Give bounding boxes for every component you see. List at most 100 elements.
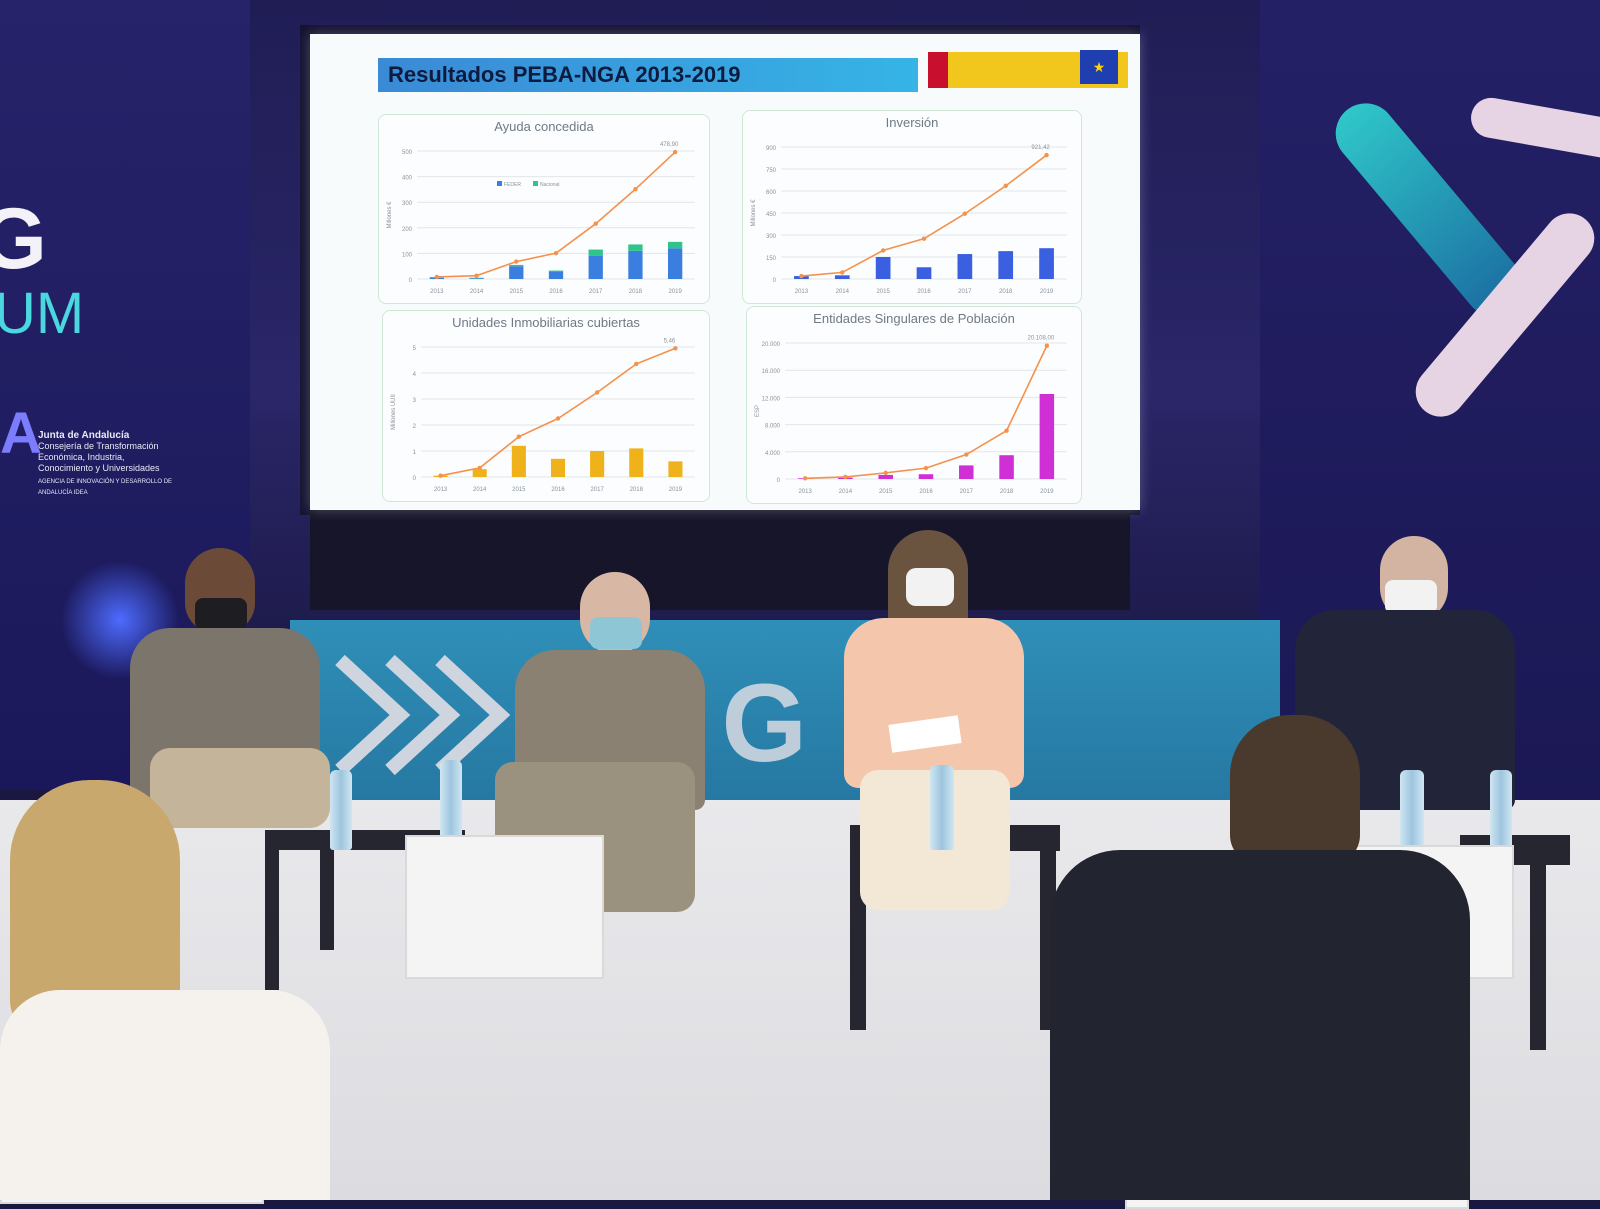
x-tick-label: 2019	[668, 289, 682, 295]
cumulative-point	[840, 270, 845, 275]
water-bottle	[930, 765, 954, 850]
bar	[916, 267, 932, 279]
y-axis-label: ESP	[755, 405, 761, 417]
cumulative-point	[634, 361, 639, 367]
cumulative-point	[964, 452, 969, 457]
y-tick-label: 2	[413, 424, 417, 430]
cumulative-point	[514, 259, 519, 264]
bar	[957, 254, 973, 279]
x-tick-label: 2018	[1000, 489, 1014, 495]
led-screen-base	[310, 510, 1130, 610]
x-tick-label: 2019	[1040, 289, 1054, 295]
cumulative-total-label: 921,42	[1031, 145, 1050, 151]
face-mask	[906, 568, 954, 606]
chart-title: Ayuda concedida	[494, 119, 594, 134]
face-mask	[195, 598, 247, 630]
bar	[548, 271, 564, 279]
x-tick-label: 2013	[430, 289, 444, 295]
x-tick-label: 2018	[630, 487, 644, 493]
bar	[588, 255, 603, 279]
cumulative-total-label: 20.108,00	[1028, 336, 1055, 342]
bar	[834, 275, 850, 279]
bar	[472, 469, 487, 477]
y-tick-label: 400	[402, 176, 413, 182]
legend-swatch	[533, 181, 538, 186]
x-tick-label: 2018	[999, 289, 1013, 295]
y-tick-label: 1	[413, 450, 417, 456]
bar	[918, 474, 934, 479]
cumulative-point	[593, 221, 598, 226]
x-tick-label: 2016	[917, 289, 931, 295]
cumulative-point	[921, 236, 927, 241]
cumulative-point	[883, 470, 888, 476]
cumulative-point	[633, 186, 638, 192]
bar	[668, 461, 683, 477]
cumulative-total-label: 5,46	[664, 338, 676, 344]
x-tick-label: 2017	[960, 489, 974, 495]
chart-entidades-svg: 0 4.000 8.000 12.000 16.000 20.000 ESP 2013 2014…	[755, 336, 1067, 495]
y-tick-label: 200	[402, 227, 413, 233]
audience-member-man	[1050, 715, 1470, 1200]
y-tick-label: 150	[766, 256, 777, 262]
banner-letters-um: UM	[0, 281, 85, 346]
bar	[1039, 248, 1054, 279]
cumulative-point	[672, 149, 678, 155]
x-tick-label: 2017	[590, 487, 604, 493]
water-bottle	[330, 770, 352, 850]
x-tick-label: 2018	[629, 289, 643, 295]
y-tick-label: 0	[773, 278, 777, 284]
x-tick-label: 2019	[669, 487, 683, 493]
panelist-3-speaker	[840, 530, 1040, 970]
chart-ayuda-concedida: Ayuda concedida 0 100 200 300 400 500 Millones…	[378, 114, 710, 304]
x-tick-label: 2014	[470, 289, 484, 295]
table-leg	[320, 850, 334, 950]
x-tick-label: 2015	[876, 289, 890, 295]
chart-ayuda-svg: 0 100 200 300 400 500 Millones € 2013 2014 2015 20…	[387, 142, 695, 295]
y-tick-label: 300	[402, 201, 413, 207]
y-tick-label: 12.000	[762, 396, 781, 402]
bar	[959, 465, 974, 479]
y-tick-label: 16.000	[762, 369, 781, 375]
y-tick-label: 5	[413, 346, 417, 352]
bar	[629, 448, 644, 477]
riser-chevrons-icon	[335, 654, 510, 776]
x-tick-label: 2015	[512, 487, 526, 493]
cumulative-total-label: 478,90	[660, 142, 679, 148]
chart-unidades-inmobiliarias: Unidades Inmobiliarias cubiertas 0 1 2 3 4 5 M…	[382, 310, 710, 502]
x-tick-label: 2013	[434, 487, 448, 493]
trousers	[150, 748, 330, 828]
x-tick-label: 2016	[549, 289, 563, 295]
water-bottle	[1490, 770, 1512, 850]
x-tick-label: 2013	[795, 289, 809, 295]
chart-title: Inversión	[885, 115, 939, 130]
y-tick-label: 450	[766, 212, 777, 218]
cumulative-point	[673, 346, 678, 351]
bar	[588, 249, 603, 256]
cumulative-point	[962, 211, 968, 216]
chart-title: Unidades Inmobiliarias cubiertas	[452, 315, 640, 330]
cumulative-point	[802, 476, 808, 481]
chart-inversion: Inversión 0 150 300 450 600 750 900 Millones € 2…	[742, 110, 1082, 304]
cumulative-point	[474, 273, 479, 278]
audience-member-woman	[0, 780, 350, 1200]
water-bottle	[1400, 770, 1424, 850]
cumulative-point	[1044, 152, 1049, 158]
bar	[628, 250, 643, 279]
bar	[999, 455, 1014, 479]
x-tick-label: 2014	[473, 487, 487, 493]
y-tick-label: 0	[413, 476, 417, 482]
cumulative-point	[434, 274, 440, 280]
y-tick-label: 3	[413, 398, 417, 404]
bar	[509, 264, 524, 267]
y-tick-label: 500	[402, 150, 413, 156]
y-tick-label: 4	[413, 372, 417, 378]
cumulative-point	[880, 248, 886, 253]
bar	[667, 241, 683, 249]
cumulative-point	[799, 273, 804, 279]
chart-title: Entidades Singulares de Población	[813, 311, 1015, 326]
x-tick-label: 2017	[958, 289, 972, 295]
y-tick-label: 600	[766, 190, 777, 196]
bar	[667, 248, 683, 279]
x-tick-label: 2015	[510, 289, 524, 295]
cumulative-point	[477, 465, 482, 471]
